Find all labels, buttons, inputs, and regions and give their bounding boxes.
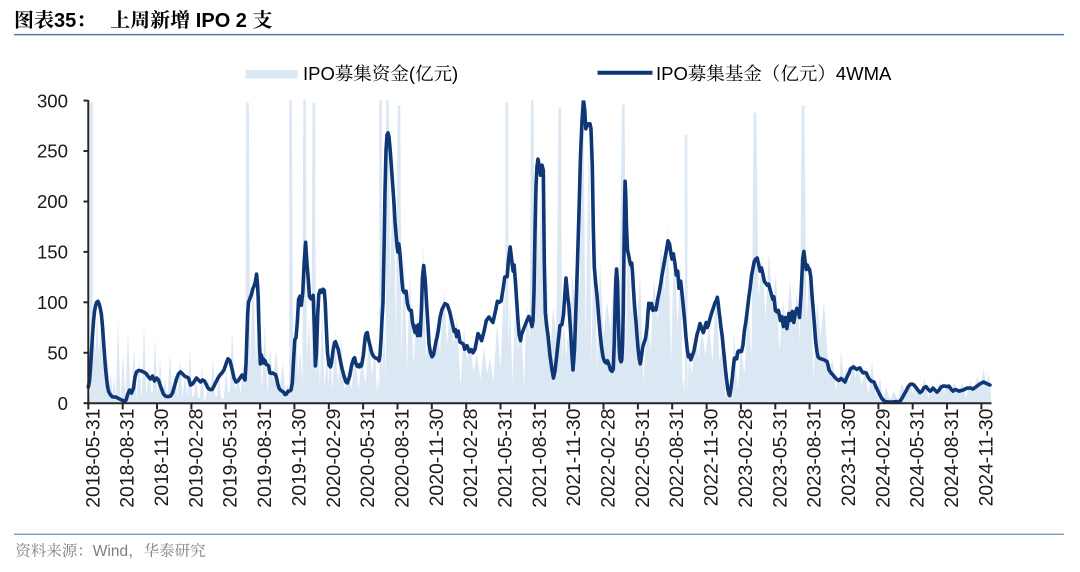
- svg-text:IPO: IPO: [196, 10, 230, 32]
- svg-text:2022-08-31: 2022-08-31: [666, 409, 688, 508]
- svg-text:2019-02-28: 2019-02-28: [185, 409, 207, 508]
- svg-text:): ): [452, 63, 458, 84]
- svg-text:2021-11-30: 2021-11-30: [563, 408, 585, 506]
- svg-text:2: 2: [236, 10, 247, 32]
- svg-text:2022-05-31: 2022-05-31: [632, 409, 654, 508]
- svg-text:2020-02-29: 2020-02-29: [323, 409, 345, 508]
- svg-text:2024-08-31: 2024-08-31: [941, 409, 963, 508]
- svg-text:2020-08-31: 2020-08-31: [392, 409, 414, 508]
- svg-text:2020-11-30: 2020-11-30: [426, 408, 448, 506]
- svg-text:150: 150: [37, 242, 68, 263]
- svg-text:2024-02-29: 2024-02-29: [872, 409, 894, 508]
- svg-text:4WMA: 4WMA: [836, 63, 892, 84]
- svg-text:2019-11-30: 2019-11-30: [288, 408, 310, 506]
- svg-text:50: 50: [47, 343, 68, 364]
- svg-text:2021-02-28: 2021-02-28: [460, 409, 482, 508]
- svg-text:100: 100: [37, 292, 68, 313]
- svg-text:300: 300: [37, 90, 68, 111]
- svg-text:2018-11-30: 2018-11-30: [151, 408, 173, 506]
- svg-text:0: 0: [58, 393, 68, 414]
- svg-text:200: 200: [37, 191, 68, 212]
- svg-text:2018-05-31: 2018-05-31: [82, 409, 104, 508]
- svg-text:2022-02-28: 2022-02-28: [598, 409, 620, 508]
- svg-text:2021-05-31: 2021-05-31: [495, 409, 517, 508]
- svg-text:2024-05-31: 2024-05-31: [907, 409, 929, 508]
- svg-text:Wind: Wind: [93, 543, 128, 560]
- svg-text:2023-05-31: 2023-05-31: [769, 409, 791, 508]
- svg-text:250: 250: [37, 141, 68, 162]
- svg-text:2019-08-31: 2019-08-31: [254, 409, 276, 508]
- svg-text:IPO: IPO: [656, 63, 688, 84]
- svg-text:2020-05-31: 2020-05-31: [357, 409, 379, 508]
- svg-text:2018-08-31: 2018-08-31: [117, 409, 139, 508]
- svg-text:(: (: [409, 63, 416, 84]
- svg-text:2022-11-30: 2022-11-30: [701, 408, 723, 506]
- svg-text:2019-05-31: 2019-05-31: [220, 409, 242, 508]
- svg-text:IPO: IPO: [303, 63, 335, 84]
- svg-text:2024-11-30: 2024-11-30: [975, 408, 997, 506]
- svg-text:2023-11-30: 2023-11-30: [838, 408, 860, 506]
- svg-text:2021-08-31: 2021-08-31: [529, 409, 551, 508]
- svg-text:35: 35: [54, 10, 76, 32]
- svg-text:2023-02-28: 2023-02-28: [735, 409, 757, 508]
- svg-text:2023-08-31: 2023-08-31: [804, 409, 826, 508]
